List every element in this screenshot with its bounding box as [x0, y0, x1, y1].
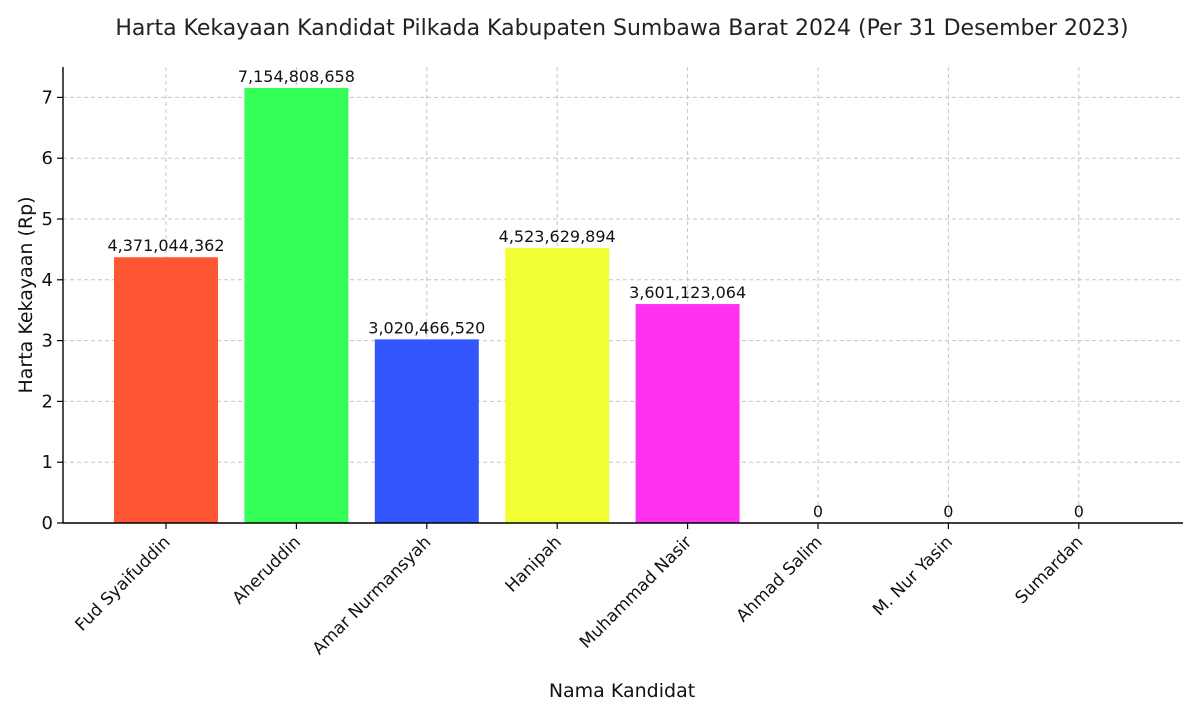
bar-value-labels: 4,371,044,362 7,154,808,658 3,020,466,520 4… — [107, 67, 1083, 521]
bars — [114, 87, 740, 523]
x-tick-label: Hanipah — [502, 532, 566, 596]
x-tick-label: Amar Nurmansyah — [309, 532, 436, 659]
x-tick-label: Fud Syaifuddin — [72, 532, 175, 635]
y-tick-label: 0 — [42, 513, 53, 534]
x-tick-label: Muhammad Nasir — [576, 532, 696, 652]
bar-value-label: 7,154,808,658 — [238, 67, 355, 86]
bar-value-label: 0 — [813, 502, 823, 521]
y-tick-label: 4 — [42, 270, 53, 291]
x-tick-label: Aheruddin — [229, 532, 305, 608]
y-axis-label: Harta Kekayaan (Rp) — [15, 196, 37, 393]
bar — [244, 87, 349, 523]
bar-value-label: 4,371,044,362 — [107, 236, 224, 255]
y-tick-label: 1 — [42, 452, 53, 473]
y-tick-label: 2 — [42, 391, 53, 412]
x-tick-label: Ahmad Salim — [733, 532, 827, 626]
bar — [635, 304, 740, 523]
y-ticks: 0 1 2 3 4 5 6 7 — [42, 87, 63, 534]
bar-value-label: 0 — [943, 502, 953, 521]
bar — [505, 247, 610, 523]
x-tick-label: Sumardan — [1012, 532, 1088, 608]
bar-value-label: 4,523,629,894 — [499, 227, 616, 246]
y-tick-label: 3 — [42, 331, 53, 352]
y-tick-label: 6 — [42, 148, 53, 169]
y-tick-label: 5 — [42, 209, 53, 230]
x-tick-label: M. Nur Yasin — [869, 532, 957, 620]
bar — [114, 257, 218, 523]
bar-value-label: 0 — [1074, 502, 1084, 521]
grid — [63, 67, 1183, 523]
bar-value-label: 3,601,123,064 — [629, 283, 746, 302]
chart-title: Harta Kekayaan Kandidat Pilkada Kabupate… — [115, 16, 1128, 41]
bar-value-label: 3,020,466,520 — [368, 318, 485, 337]
y-tick-label: 7 — [42, 87, 53, 108]
x-axis-label: Nama Kandidat — [549, 680, 695, 702]
bar — [374, 339, 479, 523]
x-ticks: Fud Syaifuddin Aheruddin Amar Nurmansyah Ha… — [72, 523, 1088, 659]
